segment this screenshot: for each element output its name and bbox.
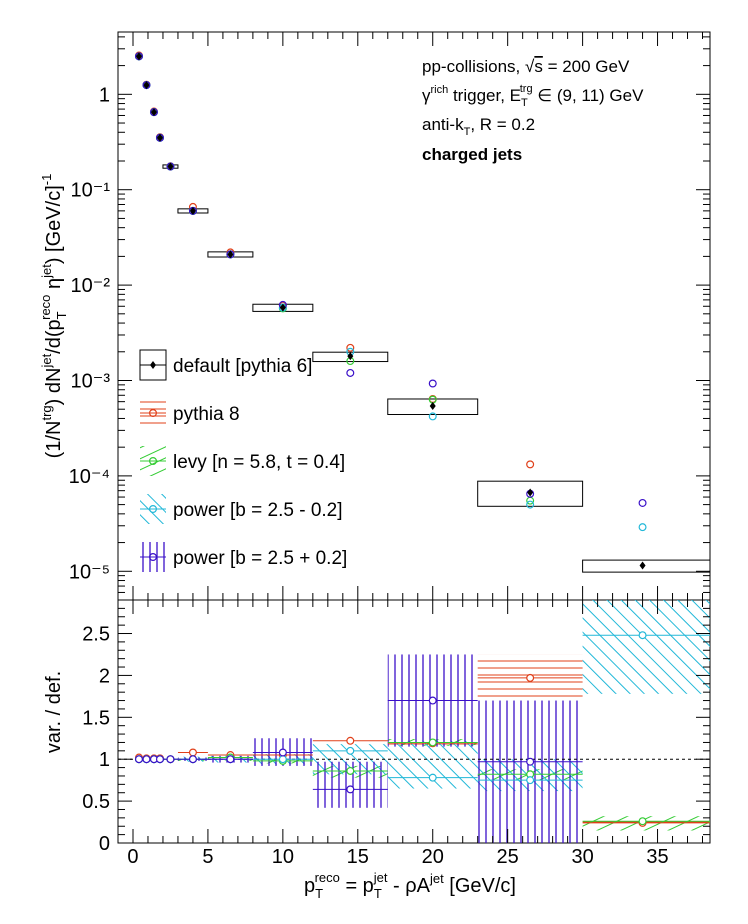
legend: default [pythia 6] pythia 8 levy [n = 5.8,… bbox=[139, 349, 347, 572]
default-syst-box bbox=[477, 480, 584, 507]
ratio-marker bbox=[142, 755, 151, 764]
default-marker bbox=[143, 81, 150, 90]
default-marker bbox=[429, 402, 436, 411]
legend-swatch-marker bbox=[149, 457, 158, 466]
ratio-marker bbox=[346, 785, 355, 794]
default-marker bbox=[227, 250, 234, 259]
spectrum-axis-ticks: 10⁻⁵ 10⁻⁴ 10⁻³ 10⁻² 10⁻¹ 1 bbox=[69, 32, 710, 600]
ratio-marker bbox=[278, 755, 287, 764]
annotation-jetalgo: anti-kT, R = 0.2 bbox=[422, 115, 535, 138]
ratio-y-axis-label: var. / def. bbox=[43, 671, 65, 753]
annotation-trigger: γrich trigger, ETtrg ∈ (9, 11) GeV bbox=[422, 83, 644, 109]
ratio-marker bbox=[428, 738, 437, 747]
ratio-x-tick-label: 30 bbox=[571, 846, 593, 868]
ratio-axis-ticks: 0 5 10 15 20 25 30 35 0 0.5 1 1.5 2 2.5 bbox=[82, 600, 710, 868]
legend-label: power [b = 2.5 + 0.2] bbox=[173, 548, 347, 569]
ratio-frame bbox=[117, 599, 711, 844]
spectrum-y-axis-label: (1/Ntrg) dNjet/d(pTreco ηjet) [GeV/c]-1 bbox=[38, 174, 69, 459]
default-marker bbox=[189, 206, 196, 215]
spectrum-y-tick-label: 1 bbox=[99, 84, 110, 106]
ratio-marker bbox=[638, 817, 647, 826]
annotation-collisions: pp-collisions, √s = 200 GeV bbox=[422, 57, 630, 76]
x-axis-label: pTreco = pTjet - ρAjet [GeV/c] bbox=[304, 870, 516, 901]
default-marker bbox=[639, 561, 646, 570]
variation-marker bbox=[346, 368, 355, 377]
ratio-marker bbox=[134, 755, 143, 764]
ratio-marker bbox=[188, 755, 197, 764]
ratio-y-tick-label: 0 bbox=[99, 833, 110, 855]
ratio-uncertainty-band bbox=[582, 600, 710, 694]
variation-marker bbox=[526, 460, 535, 469]
variation-marker bbox=[346, 343, 355, 352]
variation-marker bbox=[428, 379, 437, 388]
annotation-charged-jets: charged jets bbox=[422, 145, 522, 164]
ratio-marker bbox=[278, 748, 287, 757]
ratio-y-tick-label: 2 bbox=[99, 665, 110, 687]
default-marker bbox=[527, 488, 534, 497]
ratio-marker bbox=[428, 773, 437, 782]
ratio-x-tick-label: 0 bbox=[127, 846, 138, 868]
default-marker bbox=[167, 162, 174, 171]
ratio-y-tick-label: 1.5 bbox=[82, 707, 110, 729]
spectrum-panel: 10⁻⁵ 10⁻⁴ 10⁻³ 10⁻² 10⁻¹ 1 pp-collisions, √s … bbox=[38, 31, 711, 601]
default-syst-box bbox=[387, 398, 479, 416]
ratio-marker bbox=[346, 746, 355, 755]
ratio-y-tick-label: 2.5 bbox=[82, 624, 110, 646]
ratio-x-tick-label: 5 bbox=[202, 846, 213, 868]
legend-label: levy [n = 5.8, t = 0.4] bbox=[173, 452, 345, 473]
default-marker bbox=[150, 108, 157, 117]
variation-marker bbox=[638, 498, 647, 507]
ratio-y-tick-label: 1 bbox=[99, 749, 110, 771]
ratio-marker bbox=[226, 755, 235, 764]
legend-swatch-marker bbox=[149, 409, 158, 418]
ratio-x-tick-label: 35 bbox=[646, 846, 668, 868]
ratio-x-tick-label: 15 bbox=[347, 846, 369, 868]
ratio-y-tick-label: 0.5 bbox=[82, 791, 110, 813]
legend-label: power [b = 2.5 - 0.2] bbox=[173, 500, 343, 521]
ratio-marker bbox=[155, 755, 164, 764]
ratio-marker bbox=[526, 757, 535, 766]
default-marker bbox=[347, 352, 354, 361]
spectrum-y-tick-label: 10⁻¹ bbox=[71, 180, 111, 202]
ratio-marker bbox=[428, 696, 437, 705]
default-marker bbox=[279, 303, 286, 312]
spectrum-marks bbox=[134, 51, 711, 573]
ratio-marker bbox=[188, 748, 197, 757]
ratio-x-tick-label: 10 bbox=[272, 846, 294, 868]
default-marker bbox=[135, 52, 142, 61]
ratio-marker bbox=[526, 776, 535, 785]
legend-swatch-marker bbox=[149, 505, 158, 514]
spectrum-y-tick-label: 10⁻³ bbox=[71, 370, 111, 392]
ratio-panel: 0 5 10 15 20 25 30 35 0 0.5 1 1.5 2 2.5 var. / def. p… bbox=[43, 599, 711, 901]
legend-label: default [pythia 6] bbox=[173, 356, 312, 377]
legend-default-marker bbox=[150, 361, 156, 369]
ratio-x-tick-label: 25 bbox=[497, 846, 519, 868]
variation-marker bbox=[526, 500, 535, 509]
legend-swatch-marker bbox=[149, 552, 158, 561]
spectrum-y-tick-label: 10⁻⁴ bbox=[69, 466, 110, 488]
spectrum-y-tick-label: 10⁻² bbox=[71, 275, 111, 297]
ratio-marker bbox=[638, 631, 647, 640]
annotation-block: pp-collisions, √s = 200 GeV γrich trigge… bbox=[422, 57, 644, 164]
ratio-x-tick-label: 20 bbox=[422, 846, 444, 868]
default-marker bbox=[156, 133, 163, 142]
ratio-marker bbox=[346, 736, 355, 745]
ratio-marker bbox=[166, 755, 175, 764]
default-syst-box bbox=[582, 559, 711, 573]
variation-marker bbox=[428, 412, 437, 421]
variation-marker bbox=[638, 523, 647, 532]
ratio-marker bbox=[346, 766, 355, 775]
ratio-marker bbox=[526, 673, 535, 682]
spectrum-y-tick-label: 10⁻⁵ bbox=[69, 561, 110, 583]
ratio-marks bbox=[118, 600, 710, 843]
legend-label: pythia 8 bbox=[173, 404, 240, 425]
